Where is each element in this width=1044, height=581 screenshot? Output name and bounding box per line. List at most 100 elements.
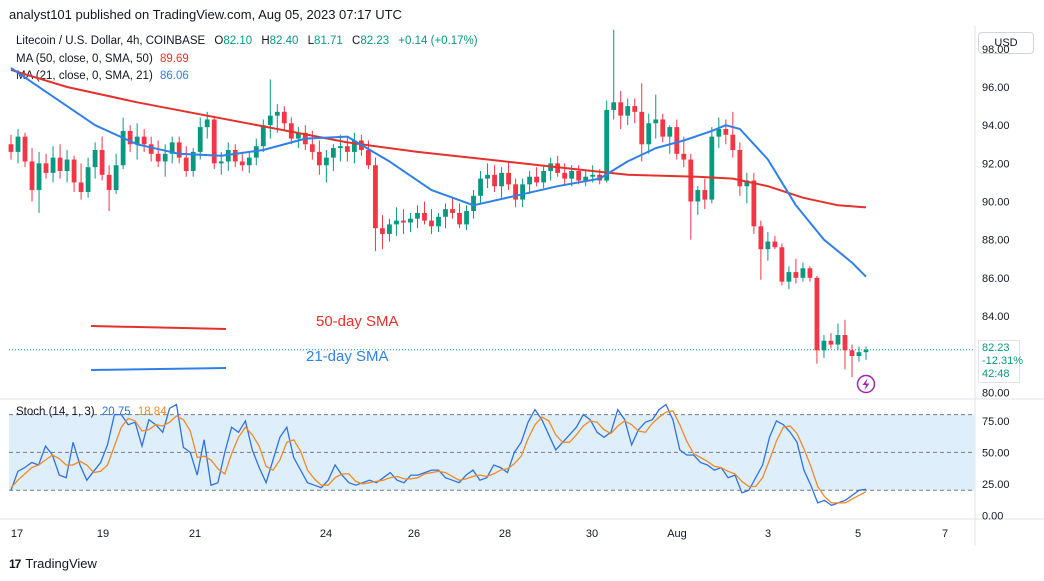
candle-body <box>50 157 56 173</box>
candle <box>316 140 322 175</box>
x-tick-label: 17 <box>11 528 23 540</box>
candle <box>113 153 119 194</box>
candle-body <box>849 350 855 357</box>
candle <box>863 346 869 360</box>
candle <box>499 167 504 198</box>
candle <box>744 172 750 204</box>
candle <box>337 134 343 162</box>
candle-body <box>22 136 28 162</box>
candle-body <box>394 220 399 225</box>
candle-body <box>807 268 813 278</box>
moving-averages <box>10 67 867 278</box>
candle <box>681 136 687 168</box>
candle <box>856 346 862 362</box>
candle <box>800 262 806 282</box>
candle <box>513 178 518 208</box>
x-tick-label: 21 <box>189 528 201 540</box>
x-tick-label: 24 <box>320 528 332 540</box>
candle-body <box>295 132 301 139</box>
candle-body <box>576 170 582 181</box>
candle <box>478 170 483 204</box>
annotation-lines <box>90 325 227 371</box>
candle-body <box>667 127 673 137</box>
candle <box>450 197 455 219</box>
candle-body <box>674 127 680 154</box>
candle-body <box>64 159 70 171</box>
ma50-value: 89.69 <box>159 53 189 65</box>
candle <box>260 119 266 152</box>
lightning-icon[interactable] <box>856 374 876 394</box>
x-tick-label: 26 <box>408 528 420 540</box>
x-tick-label: 7 <box>942 528 948 540</box>
candle <box>520 178 525 208</box>
y-tick-label: 96.00 <box>982 82 1010 94</box>
symbol-title: Litecoin / U.S. Dollar, 4h, COINBASE <box>16 35 206 47</box>
candle-body <box>618 102 624 116</box>
symbol-legend: Litecoin / U.S. Dollar, 4h, COINBASE O82… <box>16 35 478 47</box>
candle-body <box>429 220 434 227</box>
sma21-annotation: 21-day SMA <box>306 348 389 365</box>
candle-body <box>141 136 147 145</box>
candle-body <box>506 172 511 185</box>
candle-body <box>148 144 154 154</box>
candle-body <box>611 102 617 110</box>
candle-body <box>604 109 610 181</box>
candle <box>779 243 785 286</box>
candle-body <box>751 180 757 227</box>
candle-body <box>478 178 483 196</box>
candle <box>723 119 729 145</box>
candle <box>653 94 659 139</box>
candle <box>36 151 42 213</box>
candle <box>562 163 568 185</box>
x-tick-label: 19 <box>97 528 109 540</box>
candle <box>625 98 631 126</box>
candle <box>492 165 497 192</box>
candle-body <box>387 224 392 234</box>
x-tick-label: Aug <box>667 528 687 540</box>
axes: 80.0082.0084.0086.0088.0090.0092.0094.00… <box>11 44 1010 540</box>
candle <box>323 150 329 183</box>
stoch-legend[interactable]: Stoch (14, 1, 3) 20.75 18.84 <box>16 406 167 418</box>
candle <box>422 201 427 225</box>
ma50-legend[interactable]: MA (50, close, 0, SMA, 50) 89.69 <box>16 53 189 65</box>
stoch-y-tick-label: 75.00 <box>982 416 1010 428</box>
candle-body <box>569 170 575 179</box>
candle <box>576 165 582 185</box>
candle-body <box>120 130 126 166</box>
candle-body <box>134 136 140 145</box>
ohlc-open: O82.10 <box>214 35 253 47</box>
candle-body <box>190 151 196 171</box>
sma50-annotation-line <box>90 325 227 330</box>
candle-body <box>78 182 84 192</box>
ohlc-low: L81.71 <box>307 35 343 47</box>
candle-body <box>92 150 98 168</box>
candle <box>99 136 105 181</box>
candle <box>688 153 694 240</box>
candle-body <box>856 352 862 357</box>
candle <box>667 125 673 154</box>
candle <box>660 113 666 143</box>
candle-body <box>513 184 518 200</box>
ma21-label: MA (21, close, 0, SMA, 21) <box>16 70 153 82</box>
x-tick-label: 5 <box>855 528 861 540</box>
candle-body <box>127 130 133 145</box>
candle-body <box>246 157 252 166</box>
currency-button[interactable]: USD <box>978 32 1034 54</box>
candle-body <box>562 172 568 179</box>
candle-body <box>113 165 119 191</box>
candle <box>793 258 799 284</box>
ma21-legend[interactable]: MA (21, close, 0, SMA, 21) 86.06 <box>16 70 189 82</box>
candle <box>716 117 722 149</box>
tradingview-logo[interactable]: 17 TradingView <box>9 556 97 571</box>
candle-body <box>366 150 371 166</box>
candle-body <box>730 134 736 150</box>
candle-body <box>85 167 91 192</box>
candle-body <box>380 228 385 234</box>
candle <box>485 163 490 189</box>
candle-body <box>344 146 350 152</box>
candle <box>772 235 778 250</box>
candle <box>758 220 764 280</box>
candle <box>211 115 217 170</box>
candle-body <box>583 176 589 181</box>
